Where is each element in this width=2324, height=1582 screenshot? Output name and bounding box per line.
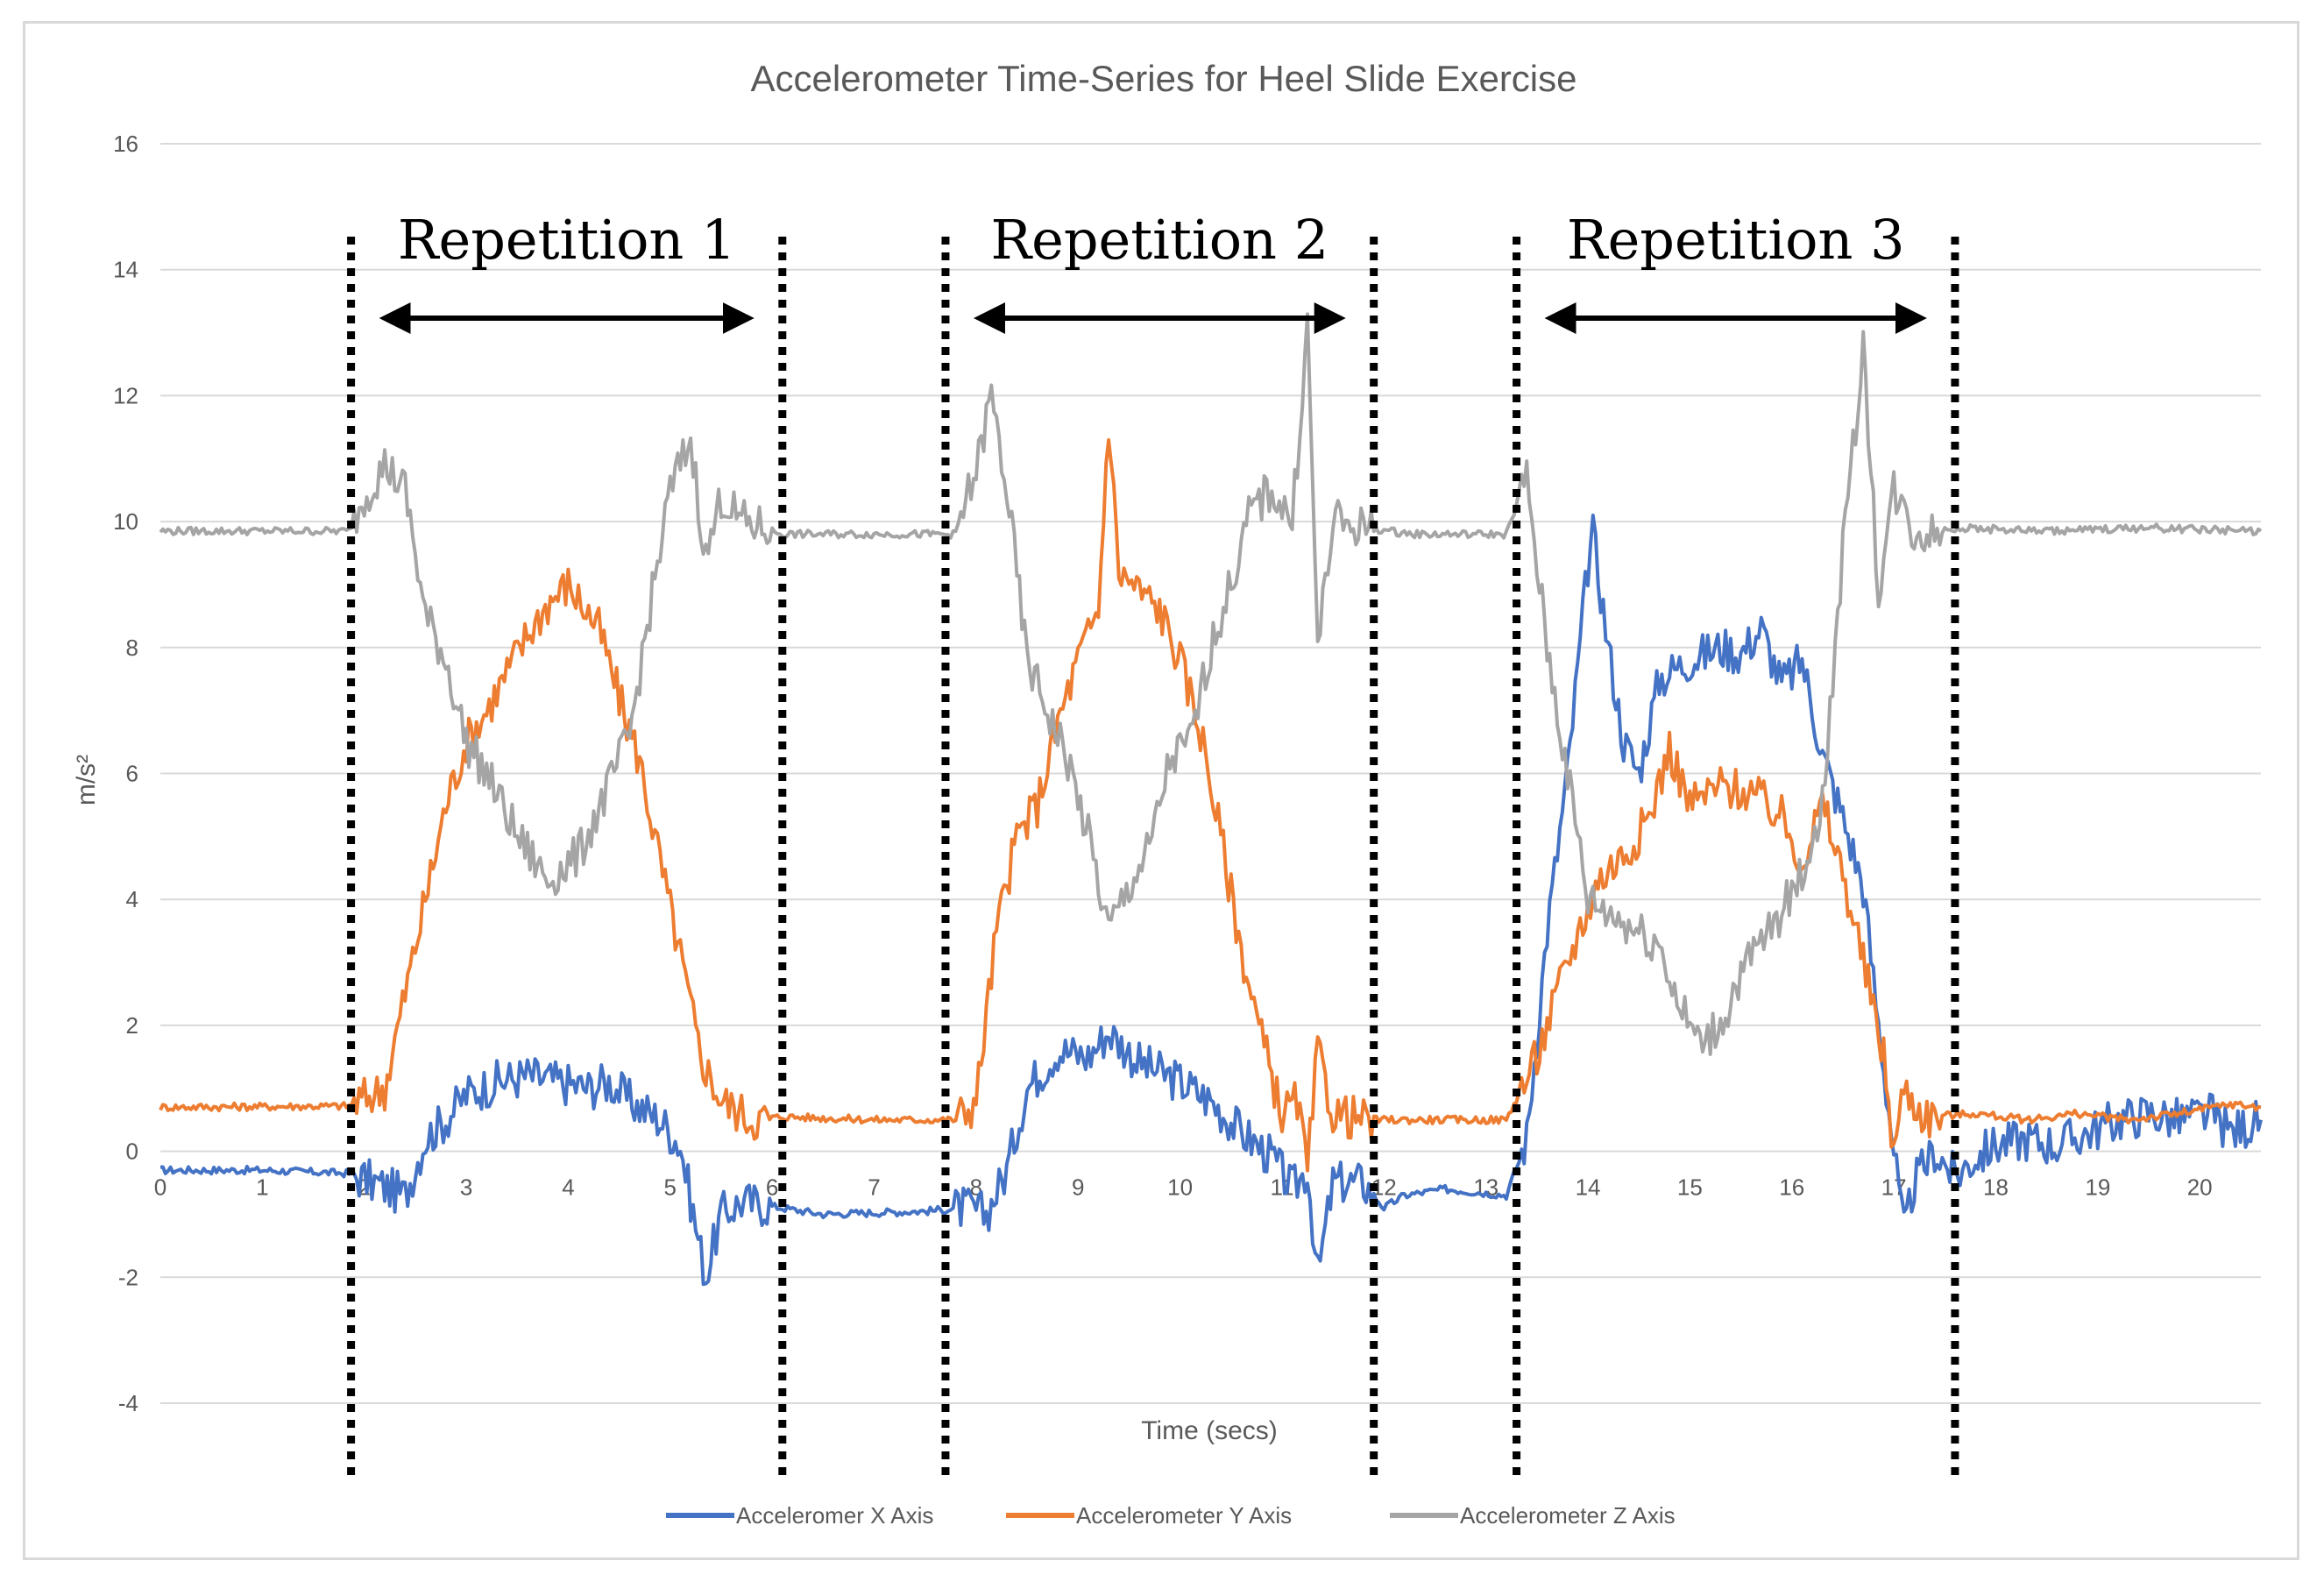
chart-frame: [23, 21, 2299, 1560]
x-tick-label: 16: [1779, 1174, 1804, 1201]
y-tick-label: -2: [118, 1264, 138, 1290]
x-tick-label: 19: [2085, 1174, 2110, 1201]
y-tick-label: 12: [113, 382, 138, 408]
x-tick-label: 6: [766, 1174, 778, 1201]
legend-label-y: Accelerometer Y Axis: [1076, 1502, 1292, 1529]
y-tick-label: 0: [126, 1139, 138, 1165]
x-tick-label: 20: [2187, 1174, 2213, 1201]
x-tick-labels: 0 1 2 3 4 5 6 7 8 9 10 11 12 13 14 15 16 17 18 19 20: [154, 1174, 2213, 1201]
x-axis-title: Time (secs): [1141, 1416, 1278, 1445]
x-tick-label: 18: [1983, 1174, 2009, 1201]
y-axis-title: m/s²: [72, 755, 101, 805]
repetition-label: Repetition 3: [1567, 208, 1905, 272]
y-tick-label: 8: [126, 635, 138, 661]
gridlines: [160, 143, 2261, 1404]
x-tick-label: 15: [1677, 1174, 1703, 1201]
x-tick-label: 4: [562, 1174, 574, 1201]
series-line-x: [159, 514, 2263, 1287]
chart-title: Accelerometer Time-Series for Heel Slide…: [751, 58, 1577, 99]
y-tick-label: 4: [126, 886, 138, 912]
legend-label-x: Acceleromer X Axis: [736, 1502, 933, 1529]
x-tick-label: 3: [460, 1174, 472, 1201]
y-tick-labels: -4 -2 0 2 4 6 8 10 12 14 16: [113, 131, 138, 1416]
y-tick-label: 14: [113, 257, 138, 283]
repetition-label: Repetition 1: [398, 208, 736, 272]
x-tick-label: 0: [154, 1174, 167, 1201]
series-line-z: [159, 312, 2263, 1056]
legend-label-z: Accelerometer Z Axis: [1460, 1502, 1676, 1529]
y-tick-label: 10: [113, 508, 138, 535]
repetition-label: Repetition 2: [990, 208, 1329, 272]
x-tick-label: 9: [1072, 1174, 1084, 1201]
x-tick-label: 10: [1167, 1174, 1193, 1201]
y-tick-label: 6: [126, 761, 138, 787]
y-tick-label: 16: [113, 131, 138, 157]
repetition-annotations: Repetition 1 Repetition 2 Repetition 3: [347, 208, 1959, 1481]
series-lines: [159, 312, 2263, 1287]
y-tick-label: 2: [126, 1012, 138, 1039]
series-line-y: [159, 438, 2262, 1173]
x-tick-label: 5: [664, 1174, 677, 1201]
y-tick-label: -4: [118, 1390, 138, 1416]
x-tick-label: 14: [1576, 1174, 1601, 1201]
legend: Acceleromer X Axis Accelerometer Y Axis Ac…: [666, 1502, 1676, 1529]
x-tick-label: 7: [868, 1174, 880, 1201]
x-tick-label: 1: [256, 1174, 268, 1201]
